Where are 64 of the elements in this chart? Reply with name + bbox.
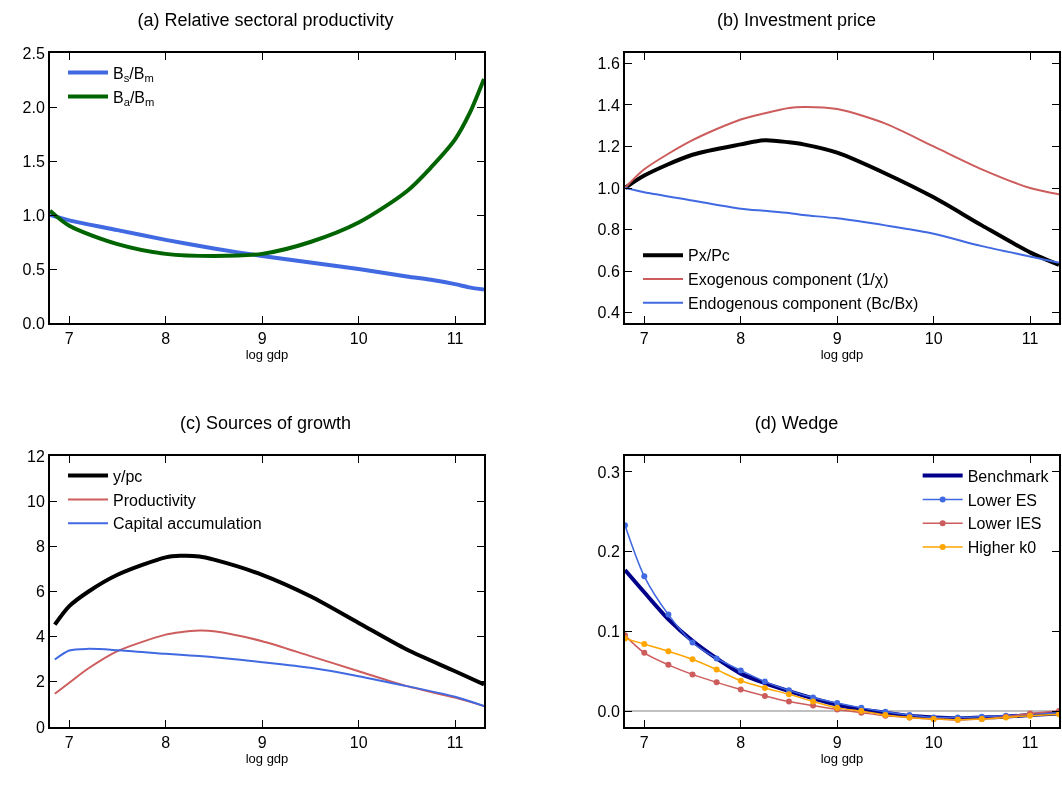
x-axis-title: log gdp xyxy=(245,751,289,767)
x-tick-label: 10 xyxy=(349,330,368,348)
x-tick-label: 8 xyxy=(161,734,171,752)
legend-label: Lower ES xyxy=(967,491,1038,509)
legend-label: B$_{s}$/B$_{m}$ xyxy=(113,64,154,85)
x-tick-label: 10 xyxy=(924,734,943,752)
y-tick-label: 0.2 xyxy=(597,543,620,561)
x-tick-label: 7 xyxy=(64,734,74,752)
x-tick-label: 9 xyxy=(257,330,267,348)
y-tick-label: 0 xyxy=(35,718,45,736)
y-tick-label: 4 xyxy=(35,628,45,646)
y-tick-label: 2.0 xyxy=(22,98,45,116)
chart-title: (d) Wedge xyxy=(754,413,839,434)
y-tick-label: 0.4 xyxy=(597,304,620,322)
y-tick-label: 0.6 xyxy=(597,262,620,280)
legend-label: y/pc xyxy=(113,467,143,485)
y-tick-label: 12 xyxy=(27,447,45,465)
chart-title: (b) Investment price xyxy=(716,10,877,31)
chart-title: (a) Relative sectoral productivity xyxy=(137,10,394,31)
x-tick-label: 10 xyxy=(349,734,368,752)
legend-label: Endogenous component (Bc/Bx) xyxy=(688,295,919,313)
x-tick-label: 8 xyxy=(736,734,746,752)
y-tick-label: 0.0 xyxy=(22,314,45,332)
y-tick-label: 1.0 xyxy=(597,179,620,197)
x-tick-label: 7 xyxy=(64,330,74,348)
y-tick-label: 1.5 xyxy=(22,152,45,170)
x-tick-label: 8 xyxy=(736,330,746,348)
y-tick-label: 2 xyxy=(35,673,45,691)
y-tick-label: 2.5 xyxy=(22,44,45,62)
y-tick-label: 0.8 xyxy=(597,221,620,239)
y-tick-label: 0.3 xyxy=(597,463,620,481)
x-tick-label: 11 xyxy=(1021,734,1039,752)
y-tick-label: 1.6 xyxy=(597,54,620,72)
y-tick-label: 8 xyxy=(35,537,45,555)
x-tick-label: 8 xyxy=(161,330,171,348)
legend-label: Capital accumulation xyxy=(113,515,262,533)
x-tick-label: 7 xyxy=(639,734,649,752)
y-tick-label: 1.4 xyxy=(597,96,620,114)
legend-label: Lower IES xyxy=(967,515,1042,533)
legend-label: Exogenous component (1/χ) xyxy=(688,271,889,289)
x-tick-label: 11 xyxy=(446,734,464,752)
y-tick-label: 0.5 xyxy=(22,260,45,278)
legend-label: Productivity xyxy=(113,491,196,509)
x-axis-title: log gdp xyxy=(820,347,864,363)
x-axis-title: log gdp xyxy=(245,347,289,363)
x-tick-label: 9 xyxy=(832,734,842,752)
legend-label: Higher k0 xyxy=(967,539,1037,557)
legend-label: Benchmark xyxy=(967,467,1050,485)
y-tick-label: 10 xyxy=(27,492,45,510)
x-tick-label: 7 xyxy=(639,330,649,348)
x-axis-title: log gdp xyxy=(820,751,864,767)
y-tick-label: 0.0 xyxy=(597,702,620,720)
x-tick-label: 9 xyxy=(257,734,267,752)
x-tick-label: 10 xyxy=(924,330,943,348)
y-tick-label: 1.2 xyxy=(597,138,620,156)
x-tick-label: 11 xyxy=(1021,330,1039,348)
chart-title: (c) Sources of growth xyxy=(179,413,352,434)
x-tick-label: 9 xyxy=(832,330,842,348)
legend-label: Px/Pc xyxy=(688,247,730,265)
legend-label: B$_{a}$/B$_{m}$ xyxy=(113,88,155,108)
y-tick-label: 1.0 xyxy=(22,206,45,224)
y-tick-label: 0.1 xyxy=(597,622,620,640)
y-tick-label: 6 xyxy=(35,583,45,601)
x-tick-label: 11 xyxy=(446,330,464,348)
